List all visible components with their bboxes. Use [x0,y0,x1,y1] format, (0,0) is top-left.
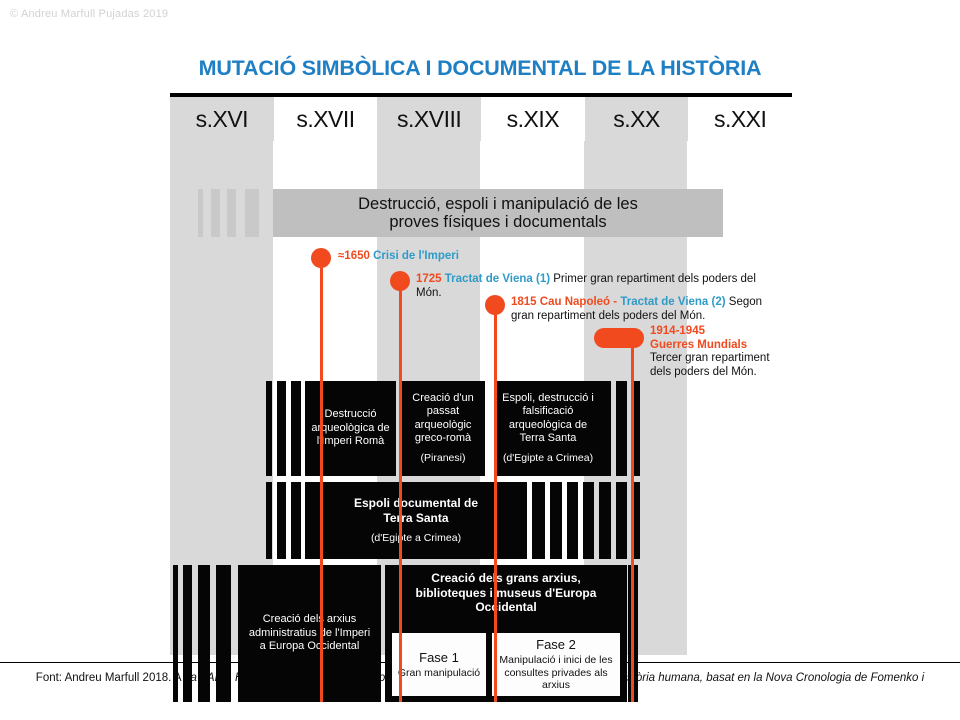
band2-title-line-1: Espoli documental de [353,495,479,510]
band1-box-destruction-imperi-roma: Destrucció arqueològica de l'Imperi Romà [305,381,396,476]
timeline-diagram: s.XVI s.XVII s.XVIII s.XIX s.XX s.XXI De… [170,93,793,702]
event-date-1725: 1725 [416,273,442,285]
band3-phase-2-body: Manipulació i inici de les consultes pri… [499,654,613,692]
band3-phase-1-title: Fase 1 [419,649,459,665]
band3-right-title-line-1: Creació dels grans arxius, [431,571,581,585]
event-name-1650: Crisi de l'Imperi [373,250,459,262]
event-name-1815-part1: Cau Napoleó [539,296,611,308]
event-label-1914: 1914-1945 Guerres Mundials Tercer gran r… [650,325,770,379]
event-desc-1815: Segon gran repartiment dels poders del M… [511,296,763,322]
footer-prefix: Font: Andreu Marfull 2018. A [35,672,185,684]
event-desc-1725: Primer gran repartiment dels poders del … [416,273,756,299]
band3-phase-2-title: Fase 2 [536,637,576,653]
tick-bar-band2-9 [616,482,627,559]
event-name-1725: Tractat de Viena (1) [444,273,551,285]
tick-bar-band2-7 [583,482,594,559]
event-stem-1815 [494,305,497,702]
band1-box-3-sub: (d'Egipte a Crimea) [502,452,594,465]
page-title: MUTACIÓ SIMBÒLICA I DOCUMENTAL DE LA HIS… [198,56,762,80]
event-stem-1650 [320,258,323,702]
hatch-bar-grey-1 [198,189,203,237]
tick-bar-band1-1 [266,381,272,476]
event-dot-1650[interactable] [311,248,331,268]
event-dot-1725[interactable] [390,271,410,291]
tick-bar-band1-6 [632,381,640,476]
tick-bar-band3-3 [198,565,210,702]
event-label-1650: ≈1650 Crisi de l'Imperi [338,250,638,264]
tick-bar-band1-4 [599,381,611,476]
tick-bar-band2-1 [266,482,272,559]
banner-line-1: Destrucció, espoli i manipulació de les [358,194,638,213]
century-header-s17: s.XVII [273,97,378,141]
event-desc-1914: Tercer gran repartiment dels poders del … [650,352,770,378]
copyright-notice: © Andreu Marfull Pujadas 2019 [10,8,169,20]
event-dot-1914[interactable] [594,328,644,348]
band3-box-arxius-administratius: Creació dels arxius administratius de l'… [238,565,381,702]
tick-bar-band1-2 [277,381,286,476]
band3-right-title-line-2: biblioteques i museus d'Europa [415,585,597,600]
band1-box-passat-greco-roma: Creació d'un passat arqueològic greco-ro… [401,381,485,476]
century-header-s21: s.XXI [688,97,793,141]
event-label-1815: 1815 Cau Napoleó - Tractat de Viena (2) … [511,296,781,323]
band3-right-title-line-3: Occidental [475,600,537,615]
tick-bar-band3-4 [216,565,231,702]
tick-bar-band1-5 [616,381,627,476]
band1-box-2-sub: (Piranesi) [420,452,466,465]
event-name-1914: Guerres Mundials [650,338,748,351]
band3-phase-1-body: Gran manipulació [397,666,481,679]
band2-box-espoli-documental: Espoli documental de Terra Santa (d'Egip… [305,482,527,559]
tick-bar-band1-3 [291,381,301,476]
band1-box-3-text: Espoli, destrucció i falsificació arqueo… [502,391,594,444]
tick-bar-band2-6 [567,482,578,559]
event-label-1725: 1725 Tractat de Viena (1) Primer gran re… [416,273,766,300]
century-header-s20: s.XX [584,97,689,141]
header-top-rule [170,93,792,97]
hatch-bar-grey-4 [245,189,259,237]
band2-title-line-2: Terra Santa [383,510,449,525]
tick-bar-band2-5 [550,482,562,559]
band1-box-2-text: Creació d'un passat arqueològic greco-ro… [412,391,474,444]
band1-box-espoli-terra-santa: Espoli, destrucció i falsificació arqueo… [495,381,601,476]
band1-box-1-text: Destrucció arqueològica de l'Imperi Romà [311,408,390,448]
banner-destruction: Destrucció, espoli i manipulació de les … [273,189,723,237]
hatch-bar-grey-3 [227,189,236,237]
band2-sub: (d'Egipte a Crimea) [370,532,462,545]
tick-bar-band2-4 [532,482,545,559]
tick-bar-band2-8 [599,482,611,559]
band3-phase-box-1: Fase 1 Gran manipulació [392,633,486,696]
tick-bar-band2-3 [291,482,301,559]
event-date-1815: 1815 [511,296,537,308]
event-stem-1725 [399,281,402,702]
tick-bar-band3-2 [183,565,192,702]
hatch-bar-grey-2 [211,189,220,237]
event-date-1650: ≈1650 [338,250,370,262]
tick-bar-band2-2 [277,482,286,559]
event-dot-1815[interactable] [485,295,505,315]
century-header-s18: s.XVIII [377,97,482,141]
event-name-1815-separator: - [610,296,621,308]
tick-bar-band3-1 [173,565,178,702]
century-header-row: s.XVI s.XVII s.XVIII s.XIX s.XX s.XXI [170,97,793,141]
band3-phase-box-2: Fase 2 Manipulació i inici de les consul… [492,633,620,696]
century-header-s16: s.XVI [170,97,274,141]
event-date-1914: 1914-1945 [650,325,705,337]
event-stem-1914 [631,338,634,702]
century-header-s19: s.XIX [481,97,585,141]
band3-left-text: Creació dels arxius administratius de l'… [248,613,371,653]
event-name-1815-part2: Tractat de Viena (2) [620,296,726,308]
banner-line-2: proves físiques i documentals [389,213,607,231]
tick-bar-band2-10 [632,482,640,559]
